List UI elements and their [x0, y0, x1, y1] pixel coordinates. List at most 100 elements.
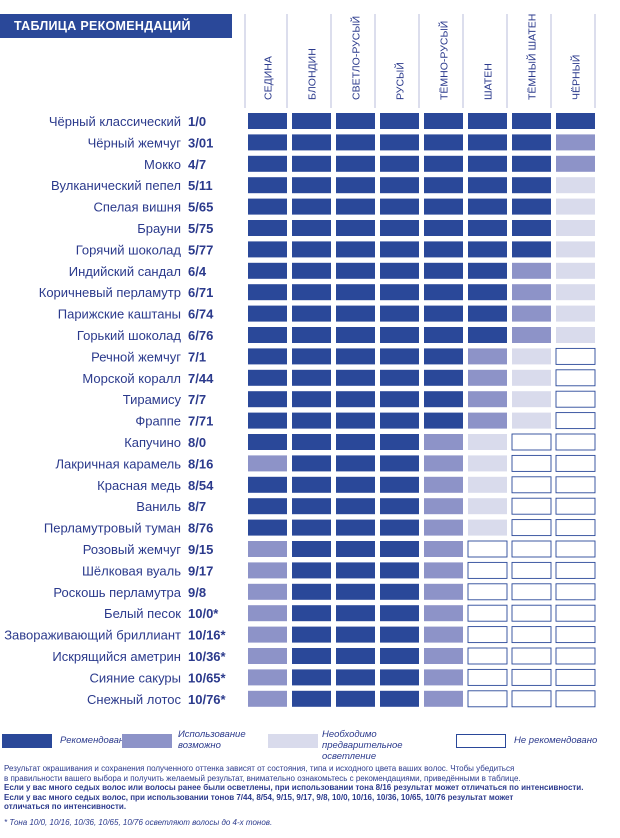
row-code: 8/0 — [188, 435, 206, 450]
matrix-cell — [248, 391, 287, 408]
matrix-cell — [556, 220, 595, 236]
note-line: Если у вас много седых волос, при исполь… — [4, 792, 514, 802]
matrix-cell — [512, 241, 551, 258]
column-header: СВЕТЛО-РУСЫЙ — [350, 16, 363, 100]
matrix-cell — [467, 647, 508, 665]
matrix-cell — [248, 605, 287, 622]
matrix-cell — [248, 241, 287, 258]
row-label: Парижские каштаны — [58, 307, 181, 322]
matrix-cell — [556, 284, 595, 301]
matrix-cell — [248, 690, 287, 707]
column-header: ТЁМНЫЙ ШАТЕН — [526, 14, 539, 100]
matrix-cell — [380, 498, 419, 515]
row-code: 4/7 — [188, 157, 206, 172]
matrix-cell — [380, 690, 419, 707]
matrix-cell — [468, 455, 507, 472]
matrix-cell — [292, 305, 331, 322]
row-code: 5/11 — [188, 178, 213, 193]
matrix-cell — [248, 412, 287, 429]
row-label: Сияние сакуры — [90, 670, 181, 685]
matrix-cell — [336, 305, 375, 322]
matrix-cell — [380, 327, 419, 343]
matrix-cell — [555, 626, 596, 644]
matrix-cell — [292, 348, 331, 365]
matrix-cell — [512, 348, 551, 365]
matrix-cell — [424, 498, 463, 515]
matrix-cell — [248, 113, 287, 129]
matrix-cell — [555, 561, 596, 579]
matrix-cell — [511, 476, 552, 494]
matrix-cell — [248, 669, 287, 686]
matrix-cell — [556, 177, 595, 194]
matrix-cell — [468, 134, 507, 151]
matrix-cell — [292, 134, 331, 151]
matrix-cell — [424, 134, 463, 151]
matrix-cell — [292, 498, 331, 515]
matrix-cell — [467, 626, 508, 644]
matrix-cell — [511, 647, 552, 665]
matrix-cell — [512, 220, 551, 236]
matrix-cell — [555, 347, 596, 365]
matrix-cell — [336, 369, 375, 386]
matrix-cell — [336, 690, 375, 707]
matrix-cell — [380, 626, 419, 643]
matrix-cell — [511, 433, 552, 451]
matrix-cell — [336, 626, 375, 643]
row-label: Роскошь перламутра — [53, 585, 181, 600]
legend-swatch — [456, 734, 506, 748]
matrix-cell — [336, 519, 375, 536]
row-label: Ваниль — [136, 499, 181, 514]
matrix-cell — [512, 412, 551, 429]
row-code: 6/71 — [188, 285, 213, 300]
row-code: 10/65* — [188, 670, 227, 685]
matrix-cell — [424, 669, 463, 686]
matrix-cell — [468, 434, 507, 450]
matrix-cell — [292, 669, 331, 686]
matrix-cell — [336, 412, 375, 429]
row-code: 6/4 — [188, 264, 207, 279]
matrix-cell — [336, 262, 375, 279]
row-label: Чёрный жемчуг — [88, 135, 182, 150]
matrix-cell — [248, 177, 287, 194]
matrix-cell — [292, 198, 331, 215]
row-label: Тирамису — [123, 392, 182, 407]
row-code: 7/71 — [188, 414, 213, 429]
matrix-cell — [468, 498, 507, 515]
matrix-cell — [511, 626, 552, 644]
matrix-cell — [292, 583, 331, 600]
matrix-cell — [248, 541, 287, 557]
matrix-cell — [555, 647, 596, 665]
matrix-cell — [468, 155, 507, 172]
legend-swatch — [268, 734, 318, 748]
matrix-cell — [292, 690, 331, 707]
matrix-cell — [292, 412, 331, 429]
matrix-cell — [468, 177, 507, 194]
matrix-cell — [336, 134, 375, 151]
row-code: 10/76* — [188, 692, 227, 707]
matrix-cell — [424, 220, 463, 236]
matrix-cell — [380, 412, 419, 429]
matrix-cell — [468, 241, 507, 258]
matrix-cell — [248, 562, 287, 579]
matrix-cell — [336, 605, 375, 622]
matrix-cell — [336, 434, 375, 450]
matrix-cell — [336, 241, 375, 258]
row-code: 7/7 — [188, 392, 206, 407]
row-code: 10/0* — [188, 606, 219, 621]
matrix-cell — [336, 562, 375, 579]
matrix-cell — [468, 327, 507, 343]
matrix-cell — [555, 497, 596, 515]
matrix-cell — [380, 284, 419, 301]
matrix-cell — [380, 220, 419, 236]
row-label: Снежный лотос — [87, 692, 181, 707]
note-line: Если у вас много седых волос или волосы … — [4, 783, 584, 793]
matrix-cell — [336, 327, 375, 343]
matrix-cell — [292, 369, 331, 386]
matrix-cell — [380, 605, 419, 622]
row-label: Фраппе — [135, 414, 181, 429]
row-label: Лакричная карамель — [55, 456, 181, 471]
matrix-cell — [424, 305, 463, 322]
matrix-cell — [292, 541, 331, 557]
matrix-cell — [336, 541, 375, 557]
row-code: 9/17 — [188, 563, 213, 578]
